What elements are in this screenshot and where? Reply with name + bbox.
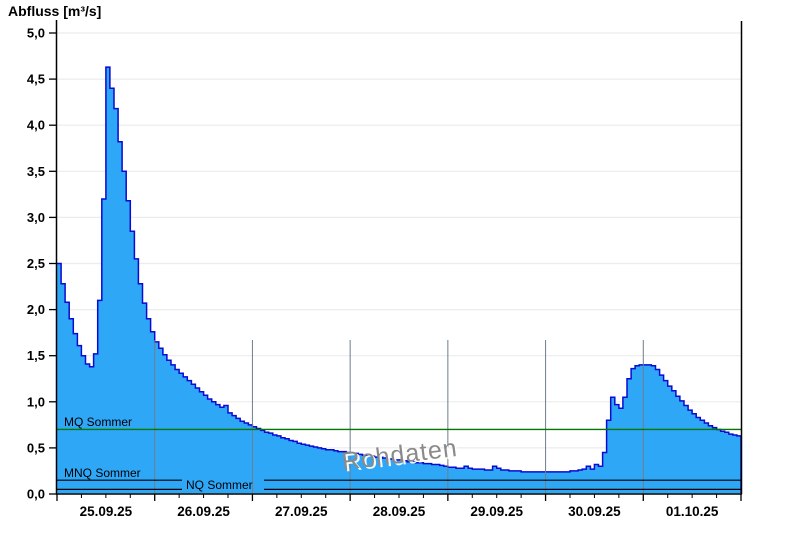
x-tick-label: 30.09.25 — [568, 504, 621, 519]
x-tick-label: 26.09.25 — [177, 504, 230, 519]
nq-sommer-label: NQ Sommer — [186, 478, 253, 492]
mq-sommer-label: MQ Sommer — [64, 415, 133, 429]
y-tick-label: 1,0 — [27, 394, 45, 409]
mnq-sommer-label: MNQ Sommer — [64, 466, 141, 480]
y-tick-label: 0,5 — [27, 440, 45, 455]
y-tick-label: 0,0 — [27, 487, 45, 502]
y-tick-label: 1,5 — [27, 348, 45, 363]
x-tick-label: 28.09.25 — [373, 504, 426, 519]
x-tick-label: 25.09.25 — [80, 504, 133, 519]
y-tick-label: 3,0 — [27, 210, 45, 225]
y-tick-label: 4,0 — [27, 118, 45, 133]
chart-title: Abfluss [m³/s] — [8, 3, 102, 19]
discharge-area — [57, 67, 741, 494]
y-tick-label: 5,0 — [27, 26, 45, 41]
x-tick-label: 27.09.25 — [275, 504, 328, 519]
x-tick-label: 01.10.25 — [666, 504, 719, 519]
x-tick-label: 29.09.25 — [470, 504, 523, 519]
y-tick-label: 2,0 — [27, 302, 45, 317]
y-tick-label: 3,5 — [27, 164, 45, 179]
discharge-line — [57, 66, 742, 494]
y-tick-label: 2,5 — [27, 256, 45, 271]
y-tick-label: 4,5 — [27, 72, 45, 87]
